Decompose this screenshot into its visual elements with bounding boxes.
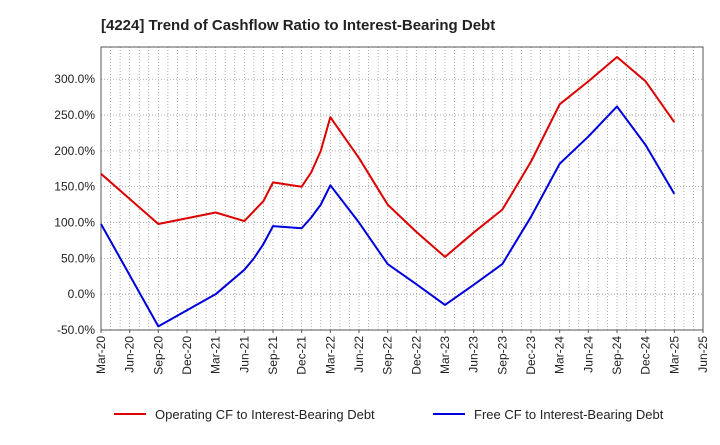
x-tick-label: Mar-25 bbox=[667, 336, 681, 374]
legend: Operating CF to Interest-Bearing Debt Fre… bbox=[114, 407, 664, 422]
x-tick-label: Jun-21 bbox=[237, 336, 251, 373]
x-tick-label: Jun-24 bbox=[581, 336, 595, 373]
y-tick-label: 100.0% bbox=[54, 216, 95, 230]
legend-label-2: Free CF to Interest-Bearing Debt bbox=[474, 407, 664, 422]
y-tick-label: 300.0% bbox=[54, 72, 95, 86]
x-tick-label: Jun-23 bbox=[467, 336, 481, 373]
x-tick-label: Sep-20 bbox=[151, 336, 165, 375]
x-tick-label: Sep-22 bbox=[381, 336, 395, 375]
x-tick-label: Jun-22 bbox=[352, 336, 366, 373]
y-tick-label: 250.0% bbox=[54, 108, 95, 122]
series-line-1 bbox=[100, 56, 676, 258]
y-tick-label: 0.0% bbox=[68, 287, 96, 301]
y-tick-label: 150.0% bbox=[54, 180, 95, 194]
x-tick-label: Dec-24 bbox=[639, 336, 653, 375]
x-tick-label: Mar-20 bbox=[94, 336, 108, 374]
x-tick-label: Dec-22 bbox=[409, 336, 423, 375]
grid bbox=[101, 47, 703, 331]
x-tick-label: Dec-23 bbox=[524, 336, 538, 375]
x-tick-label: Mar-24 bbox=[553, 336, 567, 374]
y-tick-label: 200.0% bbox=[54, 144, 95, 158]
chart-title: [4224] Trend of Cashflow Ratio to Intere… bbox=[101, 17, 495, 34]
y-axis-ticks: -50.0% 0.0% 50.0% 100.0% 150.0% 200.0% 250.0% 3… bbox=[54, 72, 95, 337]
x-tick-label: Jun-20 bbox=[123, 336, 137, 373]
x-tick-label: Mar-22 bbox=[323, 336, 337, 374]
y-tick-label: -50.0% bbox=[57, 323, 95, 337]
x-axis-ticks: Mar-20 Jun-20 Sep-20 Dec-20 Mar-21 Jun-21 Sep-… bbox=[94, 330, 710, 375]
x-tick-label: Jun-25 bbox=[696, 336, 710, 373]
x-tick-label: Mar-23 bbox=[438, 336, 452, 374]
x-tick-label: Sep-23 bbox=[495, 336, 509, 375]
y-tick-label: 50.0% bbox=[61, 251, 95, 265]
x-tick-label: Mar-21 bbox=[209, 336, 223, 374]
x-tick-label: Sep-21 bbox=[266, 336, 280, 375]
x-tick-label: Dec-21 bbox=[295, 336, 309, 375]
series-line-2 bbox=[100, 105, 676, 328]
plot-frame bbox=[100, 46, 704, 331]
legend-label-1: Operating CF to Interest-Bearing Debt bbox=[155, 407, 375, 422]
x-tick-label: Dec-20 bbox=[180, 336, 194, 375]
series-layer bbox=[100, 56, 676, 328]
x-tick-label: Sep-24 bbox=[610, 336, 624, 375]
